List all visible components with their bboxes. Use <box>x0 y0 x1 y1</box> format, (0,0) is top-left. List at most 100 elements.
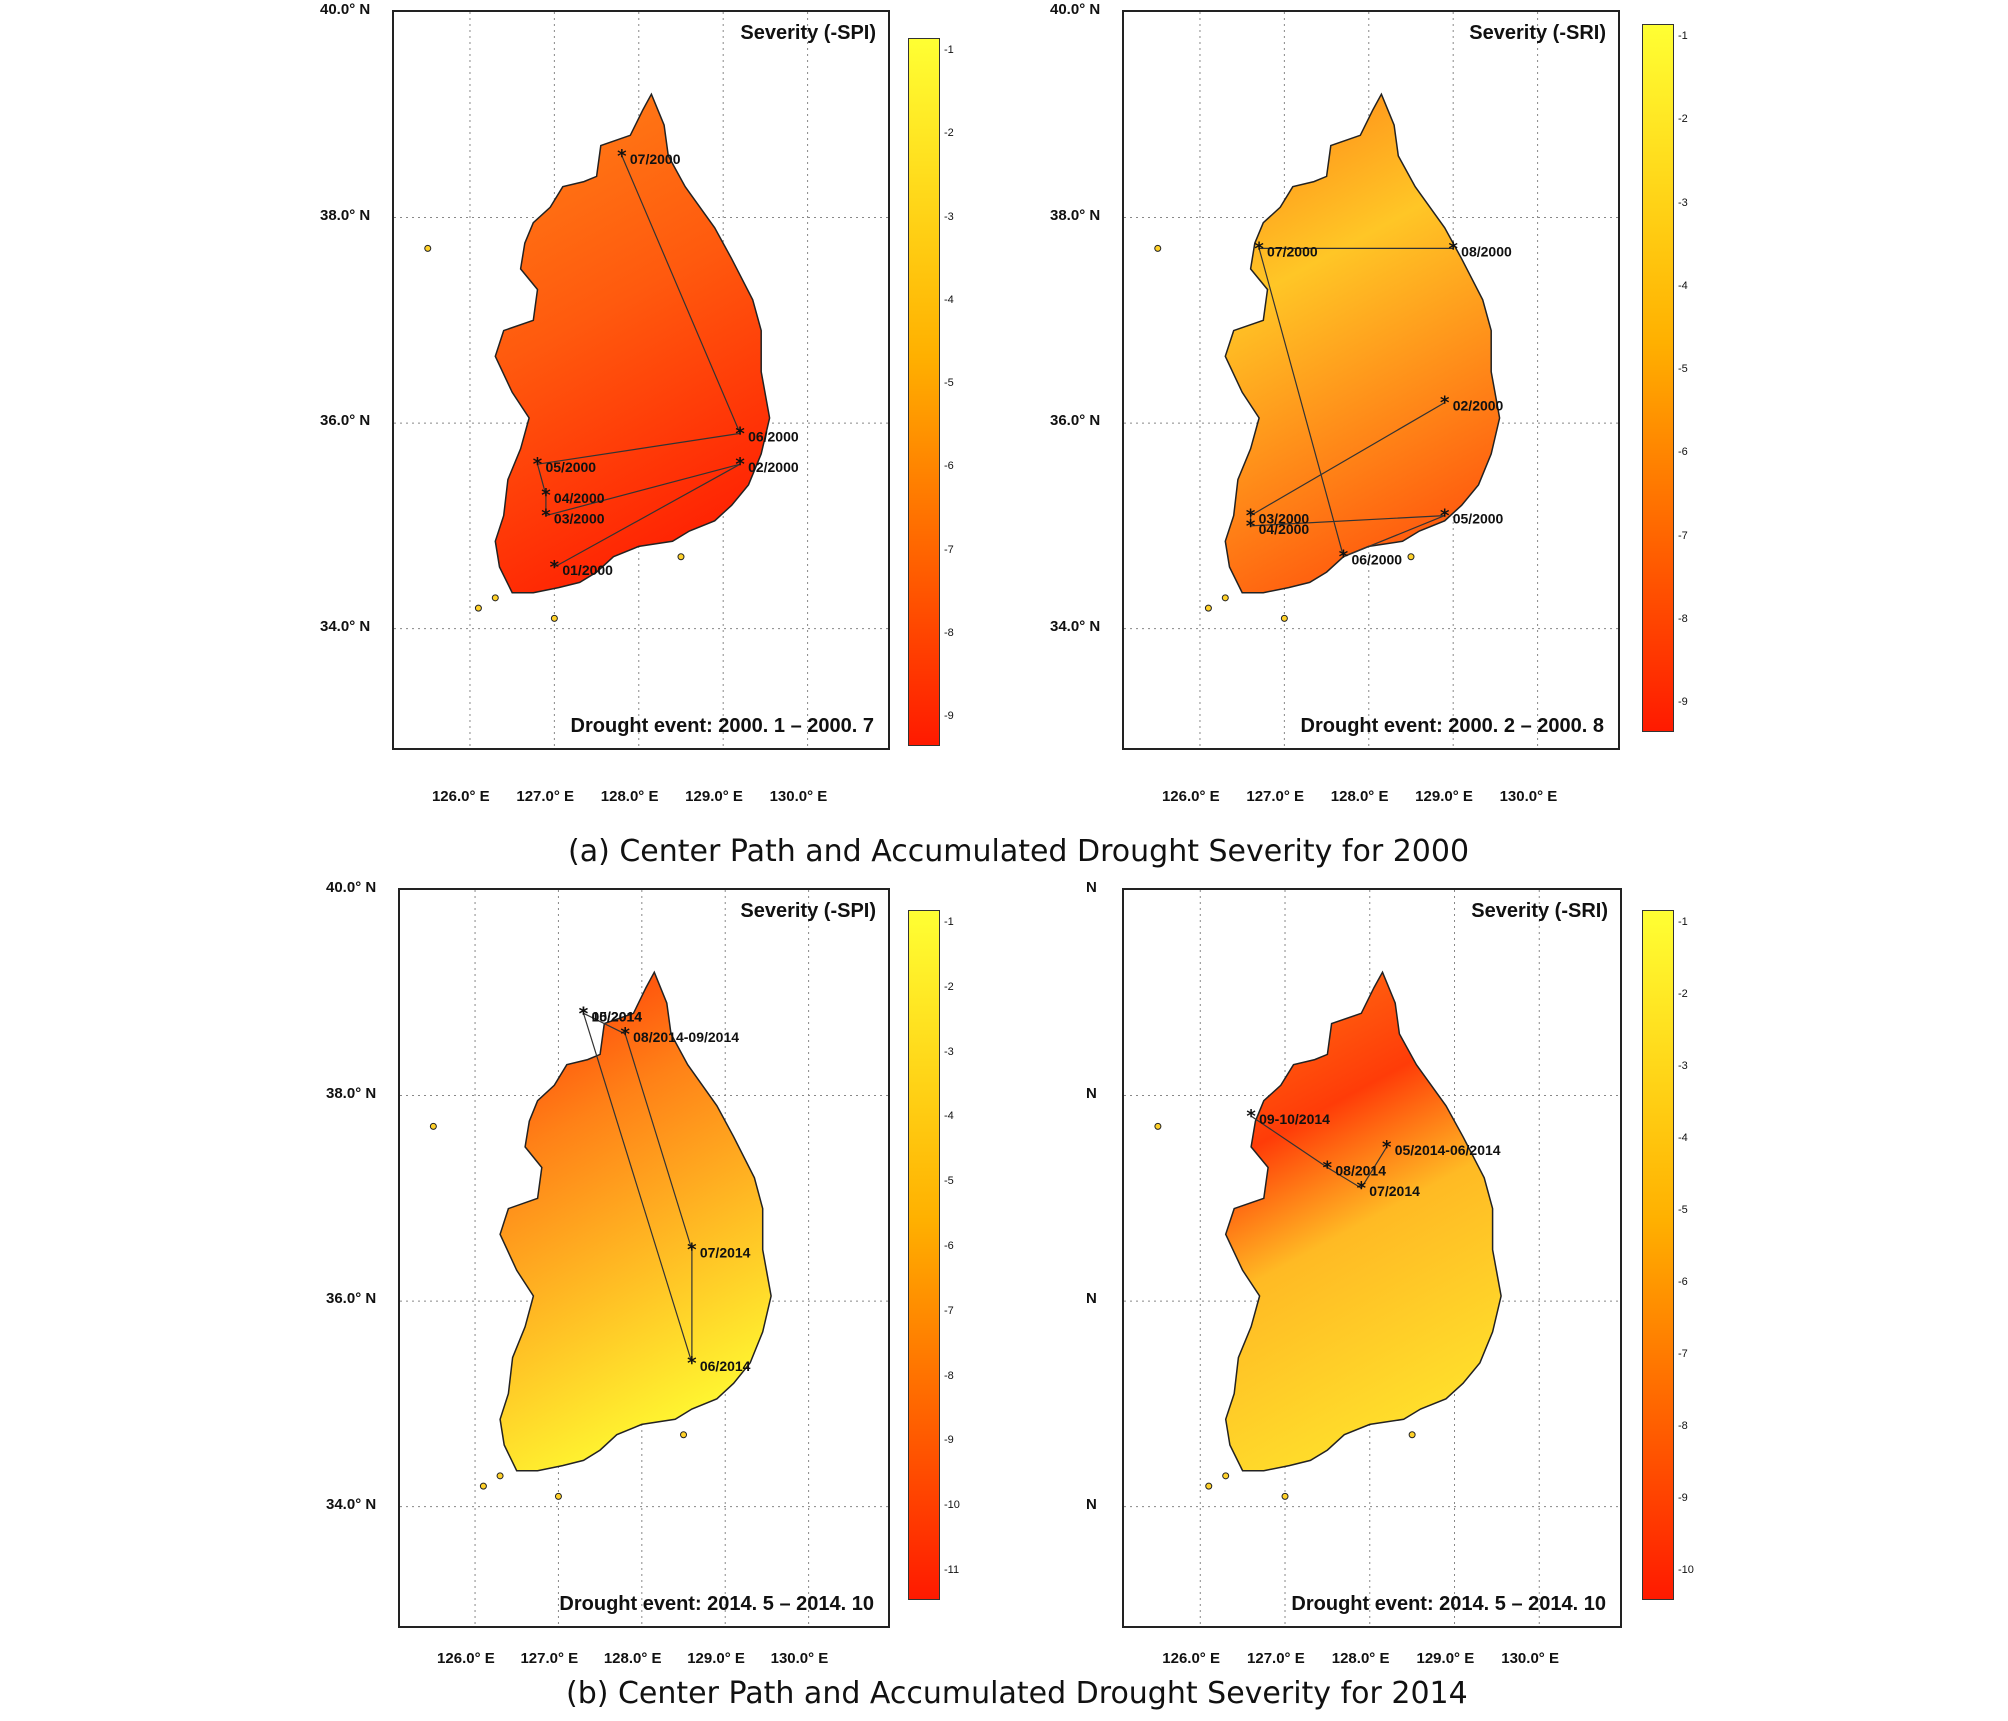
latitude-label: 36.0° N <box>326 1290 377 1308</box>
island <box>680 1431 688 1439</box>
island <box>1154 1122 1162 1130</box>
path-marker: * <box>541 506 551 527</box>
colorbar-tick: -10 <box>944 1499 960 1512</box>
severity-title: Severity (-SPI) <box>740 22 876 44</box>
colorbar <box>1642 910 1674 1600</box>
island <box>554 1492 562 1500</box>
latitude-label: 34.0° N <box>1050 617 1101 635</box>
path-marker: * <box>1323 1158 1333 1179</box>
island <box>1222 1472 1230 1480</box>
colorbar-tick: -2 <box>944 127 954 140</box>
colorbar-tick: -2 <box>944 980 954 993</box>
longitude-label: 128.0° E <box>1330 788 1389 805</box>
longitude-label: 128.0° E <box>1331 1650 1390 1667</box>
path-marker: * <box>1254 238 1264 259</box>
island <box>1154 244 1162 252</box>
latitude-label: 38.0° N <box>320 206 371 224</box>
longitude-label: 129.0° E <box>1415 788 1473 805</box>
path-label: 08/2014 <box>1335 1163 1386 1179</box>
longitude-label: 126.0° E <box>1162 1650 1220 1667</box>
korea-landmass <box>499 970 772 1472</box>
longitude-label: 126.0° E <box>431 788 490 805</box>
colorbar-tick: -8 <box>1678 1420 1688 1432</box>
path-label: 07/2014 <box>1369 1183 1420 1199</box>
colorbar <box>908 38 940 746</box>
colorbar-tick: -9 <box>944 1434 954 1447</box>
colorbar-tick: -9 <box>1678 696 1688 708</box>
colorbar-tick: -3 <box>1678 196 1688 209</box>
colorbar-tick: -6 <box>944 1240 954 1252</box>
map-frame: * 02/2000 * 03/2000 * 04/2000 * 05/2000 * 06/2000… <box>1122 10 1620 750</box>
colorbar-tick: -7 <box>944 1304 954 1317</box>
colorbar-tick: -9 <box>1678 1492 1688 1504</box>
path-marker: * <box>1448 238 1458 259</box>
latitude-label: 36.0° N <box>320 412 371 430</box>
map-canvas: * 05/2014* 06/2014* 07/2014* 08/2014-09/2014… <box>400 890 888 1626</box>
caption-a: (a) Center Path and Accumulated Drought … <box>568 834 1470 869</box>
path-marker: * <box>617 146 627 167</box>
colorbar-tick: -7 <box>1678 529 1688 542</box>
colorbar-tick: -4 <box>944 293 954 306</box>
longitude-label: 130.0° E <box>1501 1650 1559 1667</box>
latitude-label: N <box>1086 1290 1097 1308</box>
longitude-label: 128.0° E <box>600 788 659 805</box>
drought-event-label: Drought event: 2014. 5 – 2014. 10 <box>559 1593 874 1615</box>
longitude-label: 126.0° E <box>1161 788 1220 805</box>
path-marker: * <box>735 454 745 475</box>
path-label: 07/2000 <box>1267 243 1318 259</box>
colorbar-tick: -3 <box>1678 1060 1688 1072</box>
path-marker: * <box>1246 516 1256 537</box>
colorbar-tick: -10 <box>1678 1564 1694 1576</box>
latitude-label: 40.0° N <box>326 879 377 896</box>
latitude-label: 40.0° N <box>1050 1 1101 18</box>
path-marker: * <box>1382 1137 1392 1158</box>
island <box>491 594 499 602</box>
path-label: 03/2000 <box>554 511 605 527</box>
path-marker: * <box>541 485 551 506</box>
drought-event-label: Drought event: 2000. 2 – 2000. 8 <box>1300 715 1604 737</box>
island <box>550 614 558 622</box>
path-marker: * <box>1440 393 1450 414</box>
island <box>474 604 482 612</box>
island <box>496 1472 504 1480</box>
colorbar-tick: -4 <box>944 1110 954 1123</box>
map-frame: * 05/2014-06/2014 * 07/2014 * 08/2014 * 09-10/2… <box>1122 888 1622 1628</box>
latitude-label: 34.0° N <box>326 1495 377 1513</box>
drought-event-label: Drought event: 2000. 1 – 2000. 7 <box>570 715 874 737</box>
colorbar-tick: -5 <box>944 377 954 389</box>
path-label: 05/2014 <box>591 1008 642 1024</box>
path-label: 04/2000 <box>1259 521 1310 537</box>
colorbar-tick: -1 <box>944 44 954 56</box>
path-label: 02/2000 <box>1453 398 1504 414</box>
colorbar-tick: -7 <box>1678 1348 1688 1360</box>
path-marker: * <box>1357 1178 1367 1199</box>
latitude-label: N <box>1086 1495 1097 1513</box>
map-frame: * 05/2014 * 06/2014 * 07/2014 * 08/2014-09/2014… <box>398 888 890 1628</box>
colorbar-tick: -5 <box>944 1175 954 1188</box>
center-path <box>536 155 741 568</box>
island <box>479 1482 487 1490</box>
colorbar-tick: -1 <box>944 916 954 928</box>
path-label: 01/2000 <box>562 562 613 578</box>
colorbar-tick: -4 <box>1678 279 1688 292</box>
path-label: 08/2000 <box>1461 243 1512 259</box>
map-frame: * 01/2000 * 02/2000 * 03/2000 * 04/2000 * 05/2000… <box>392 10 890 750</box>
island <box>677 553 685 561</box>
island <box>1281 1492 1289 1500</box>
island <box>1408 1431 1416 1439</box>
colorbar-tick: -5 <box>1678 363 1688 375</box>
path-marker: * <box>687 1353 697 1374</box>
korea-landmass <box>1224 92 1501 594</box>
colorbar <box>1642 24 1674 732</box>
longitude-label: 127.0° E <box>516 788 575 805</box>
colorbar-tick: -1 <box>1678 30 1688 42</box>
path-label: 05/2000 <box>1453 511 1504 527</box>
path-marker: * <box>687 1240 697 1261</box>
path-label: 03/2000 <box>1259 511 1310 527</box>
latitude-label: N <box>1086 879 1097 896</box>
latitude-label: 38.0° N <box>1050 206 1101 224</box>
korea-landmass <box>1224 970 1502 1472</box>
island <box>1407 553 1415 561</box>
center-path <box>1250 1115 1388 1189</box>
path-marker: * <box>579 1003 589 1024</box>
